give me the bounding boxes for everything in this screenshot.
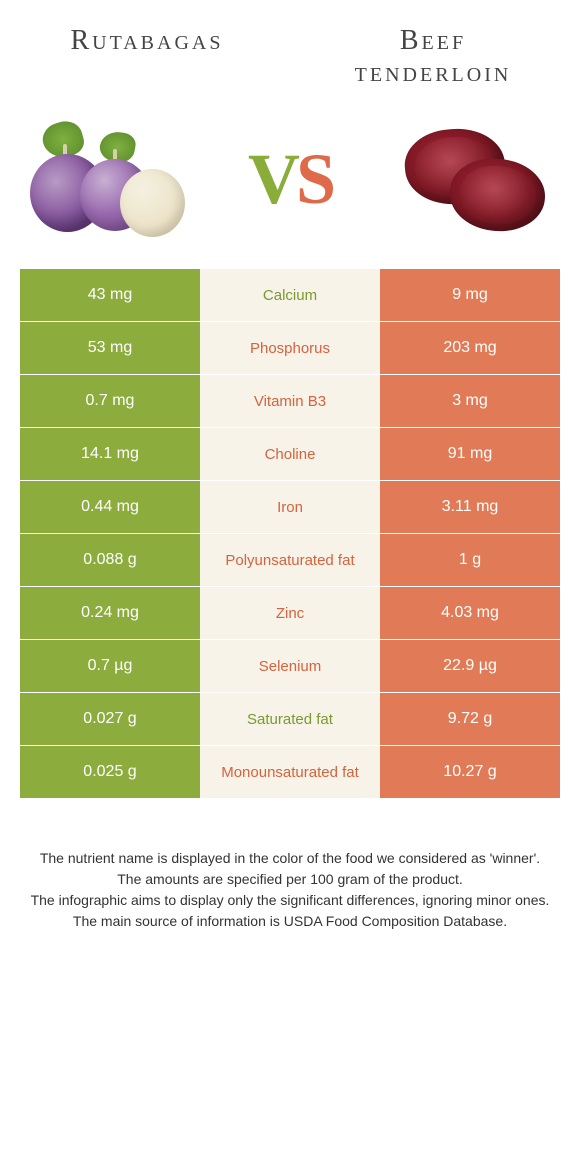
left-value: 43 mg [20,269,200,321]
table-row: 0.027 gSaturated fat9.72 g [20,692,560,745]
left-value: 0.7 mg [20,375,200,427]
nutrient-label: Saturated fat [200,693,380,745]
rutabaga-image [20,114,190,244]
footer-line-3: The infographic aims to display only the… [28,890,552,911]
vs-label: VS [248,138,332,221]
table-row: 14.1 mgCholine91 mg [20,427,560,480]
right-value: 3.11 mg [380,481,560,533]
nutrient-label: Selenium [200,640,380,692]
left-value: 0.025 g [20,746,200,798]
left-value: 53 mg [20,322,200,374]
right-value: 4.03 mg [380,587,560,639]
hero-row: VS [0,104,580,269]
title-right: Beef tenderloin [316,25,550,89]
nutrient-label: Vitamin B3 [200,375,380,427]
right-value: 1 g [380,534,560,586]
nutrient-label: Choline [200,428,380,480]
table-row: 43 mgCalcium9 mg [20,269,560,321]
infographic: Rutabagas Beef tenderloin VS [0,0,580,962]
left-value: 0.7 µg [20,640,200,692]
table-row: 0.7 µgSelenium22.9 µg [20,639,560,692]
left-value: 14.1 mg [20,428,200,480]
vs-v: V [248,139,296,219]
nutrient-label: Phosphorus [200,322,380,374]
nutrient-table: 43 mgCalcium9 mg53 mgPhosphorus203 mg0.7… [20,269,560,798]
vs-s: S [296,139,332,219]
table-row: 0.025 gMonounsaturated fat10.27 g [20,745,560,798]
beef-image [390,114,560,244]
nutrient-label: Monounsaturated fat [200,746,380,798]
nutrient-label: Iron [200,481,380,533]
table-row: 0.088 gPolyunsaturated fat1 g [20,533,560,586]
left-value: 0.24 mg [20,587,200,639]
right-value: 10.27 g [380,746,560,798]
footer-line-4: The main source of information is USDA F… [28,911,552,932]
table-row: 53 mgPhosphorus203 mg [20,321,560,374]
table-row: 0.44 mgIron3.11 mg [20,480,560,533]
titles-row: Rutabagas Beef tenderloin [0,0,580,104]
left-value: 0.44 mg [20,481,200,533]
right-value: 9.72 g [380,693,560,745]
right-value: 203 mg [380,322,560,374]
left-value: 0.027 g [20,693,200,745]
right-value: 91 mg [380,428,560,480]
right-value: 3 mg [380,375,560,427]
left-value: 0.088 g [20,534,200,586]
title-left: Rutabagas [30,25,264,89]
table-row: 0.24 mgZinc4.03 mg [20,586,560,639]
table-row: 0.7 mgVitamin B33 mg [20,374,560,427]
footer-line-2: The amounts are specified per 100 gram o… [28,869,552,890]
title-right-line1: Beef [400,25,466,56]
nutrient-label: Calcium [200,269,380,321]
footer-line-1: The nutrient name is displayed in the co… [28,848,552,869]
nutrient-label: Zinc [200,587,380,639]
right-value: 22.9 µg [380,640,560,692]
title-right-line2: tenderloin [355,57,512,88]
nutrient-label: Polyunsaturated fat [200,534,380,586]
footer-notes: The nutrient name is displayed in the co… [0,798,580,962]
right-value: 9 mg [380,269,560,321]
